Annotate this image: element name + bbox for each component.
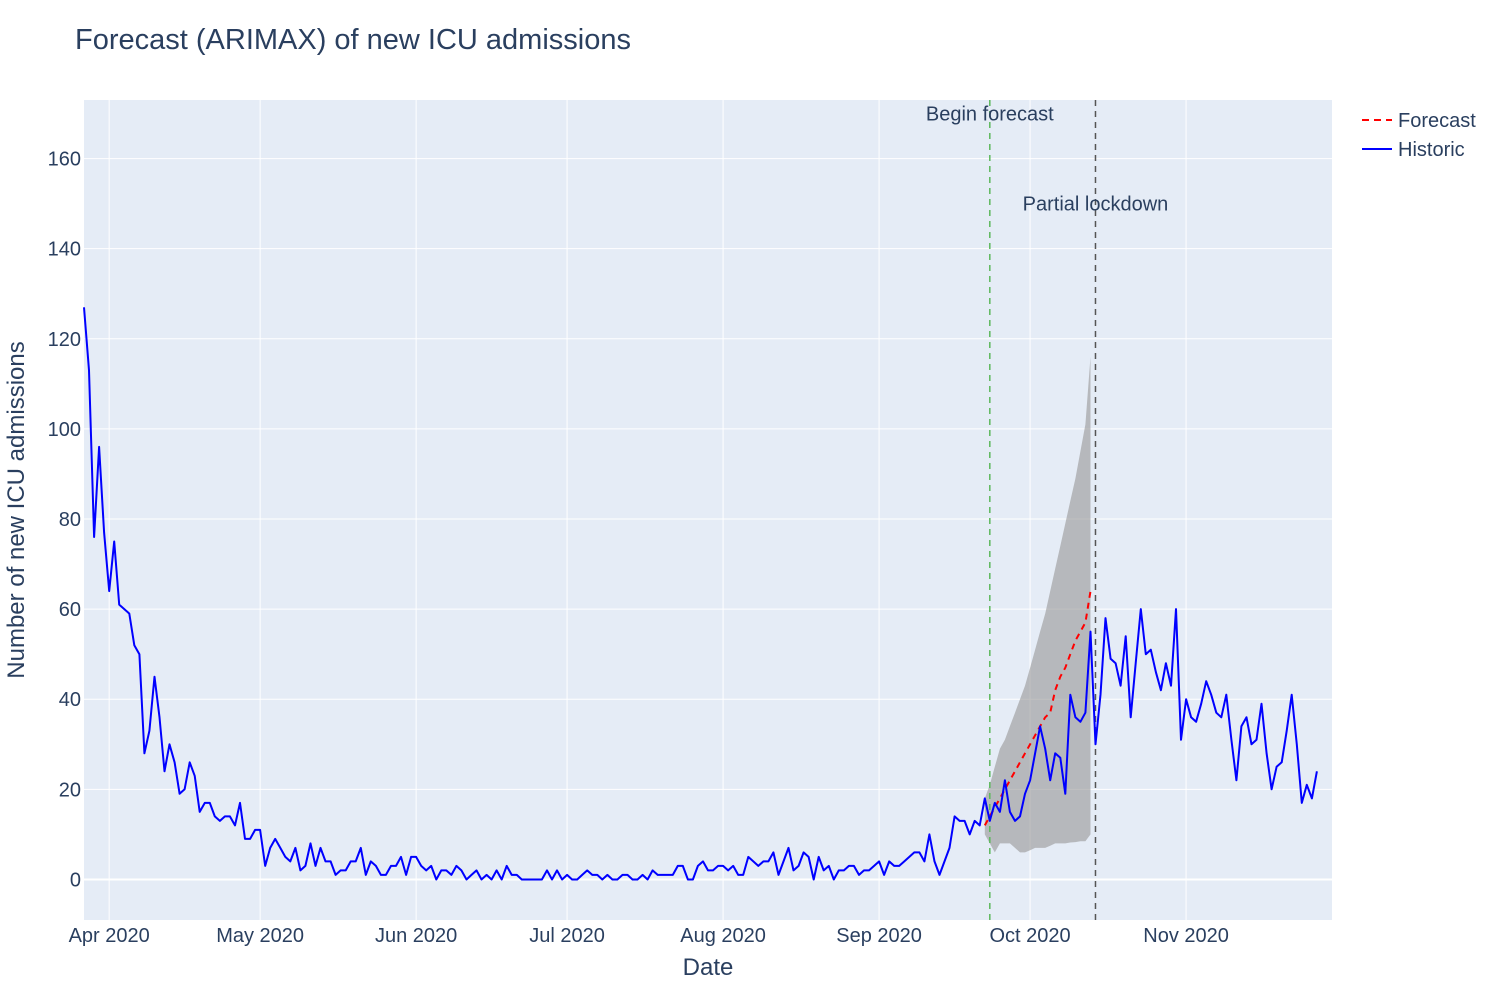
y-tick-label: 20 [59, 779, 81, 801]
y-tick-label: 140 [48, 239, 81, 261]
y-tick-label: 0 [70, 869, 81, 891]
series-layer [83, 307, 1318, 881]
annotation-labels: Begin forecast Partial lockdown [926, 104, 1168, 216]
series-line-historic [83, 307, 1318, 881]
legend-label-forecast: Forecast [1398, 110, 1476, 132]
annotation-lines [989, 100, 1097, 920]
x-tick-label: Jun 2020 [375, 925, 457, 947]
legend-item-historic[interactable]: Historic [1362, 139, 1465, 161]
tick-labels: 0 20 40 60 80 100 120 140 160 Apr 2020 May 2020 Jun… [48, 149, 1229, 947]
x-tick-label: Aug 2020 [680, 925, 766, 947]
x-tick-label: May 2020 [216, 925, 304, 947]
x-tick-label: Oct 2020 [989, 925, 1070, 947]
confidence-band [984, 356, 1091, 853]
x-tick-label: Jul 2020 [529, 925, 605, 947]
y-tick-label: 60 [59, 599, 81, 621]
grid-lines [84, 100, 1332, 920]
y-tick-label: 80 [59, 509, 81, 531]
y-tick-label: 40 [59, 689, 81, 711]
y-tick-label: 120 [48, 329, 81, 351]
x-tick-label: Sep 2020 [836, 925, 922, 947]
plot-area [84, 100, 1332, 920]
chart-title: Forecast (ARIMAX) of new ICU admissions [75, 24, 631, 56]
legend-item-forecast[interactable]: Forecast [1362, 110, 1476, 132]
y-axis-label: Number of new ICU admissions [3, 341, 30, 678]
legend-label-historic: Historic [1398, 139, 1465, 161]
x-axis-label: Date [683, 954, 734, 981]
x-tick-label: Nov 2020 [1143, 925, 1229, 947]
y-tick-label: 160 [48, 149, 81, 171]
annotation-label: Begin forecast [926, 104, 1054, 126]
y-tick-label: 100 [48, 419, 81, 441]
x-tick-label: Apr 2020 [69, 925, 150, 947]
legend[interactable]: Forecast Historic [1362, 110, 1476, 161]
annotation-label: Partial lockdown [1023, 194, 1169, 216]
confidence-band-layer [984, 356, 1091, 853]
